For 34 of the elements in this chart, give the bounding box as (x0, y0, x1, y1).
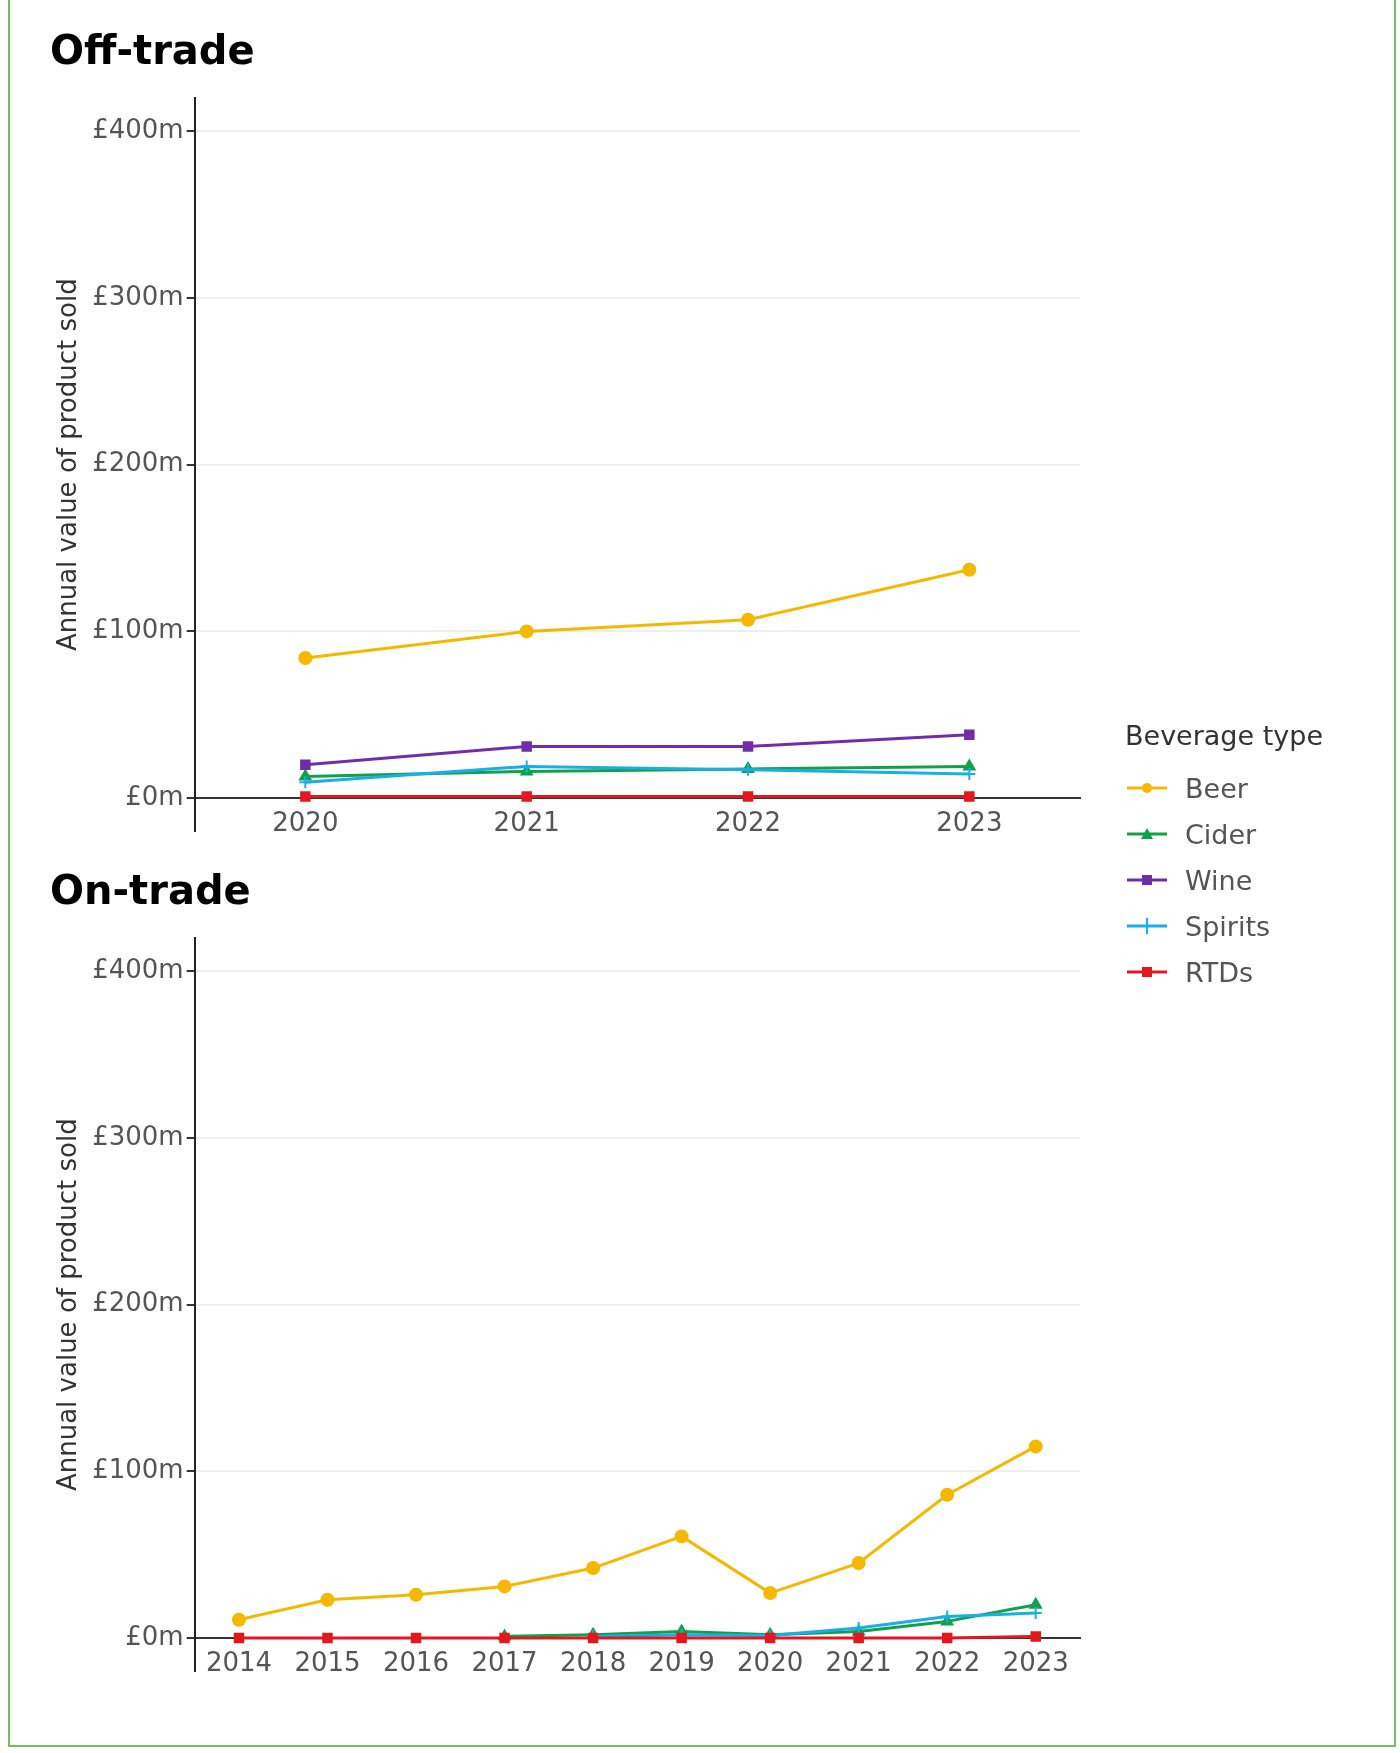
chart-title: Off-trade (50, 27, 255, 74)
y-tick-label: £300m (92, 280, 184, 311)
y-tick-label: £200m (92, 1287, 184, 1318)
y-tick-label: £400m (92, 114, 184, 145)
y-tick-label: £200m (92, 447, 184, 478)
x-tick-label: 2023 (936, 807, 1003, 838)
x-tick-label: 2020 (272, 807, 339, 838)
x-tick-label: 2022 (914, 1647, 981, 1678)
x-tick-label: 2017 (471, 1647, 538, 1678)
x-tick-label: 2018 (560, 1647, 627, 1678)
y-tick-label: £0m (125, 1620, 184, 1651)
y-tick-label: £100m (92, 1454, 184, 1485)
legend-label: Beer (1185, 772, 1248, 804)
legend-label: Wine (1185, 864, 1253, 896)
x-tick-label: 2019 (648, 1647, 715, 1678)
legend-title: Beverage type (1125, 720, 1324, 751)
x-tick-label: 2020 (737, 1647, 804, 1678)
y-axis-title: Annual value of product sold (52, 278, 83, 652)
x-tick-label: 2021 (825, 1647, 892, 1678)
x-tick-label: 2021 (493, 807, 560, 838)
legend-label: Cider (1185, 818, 1257, 850)
x-tick-label: 2023 (1002, 1647, 1069, 1678)
y-tick-label: £100m (92, 614, 184, 645)
y-tick-label: £400m (92, 954, 184, 985)
chart-title: On-trade (50, 867, 251, 914)
x-tick-label: 2016 (382, 1647, 450, 1678)
y-tick-label: £300m (92, 1120, 184, 1151)
y-axis-title: Annual value of product sold (52, 1118, 83, 1492)
x-tick-label: 2022 (714, 807, 782, 838)
x-tick-label: 2015 (294, 1647, 361, 1678)
x-tick-label: 2014 (205, 1647, 273, 1678)
y-tick-label: £0m (125, 780, 184, 811)
legend-label: Spirits (1185, 910, 1271, 942)
legend-label: RTDs (1185, 956, 1254, 988)
